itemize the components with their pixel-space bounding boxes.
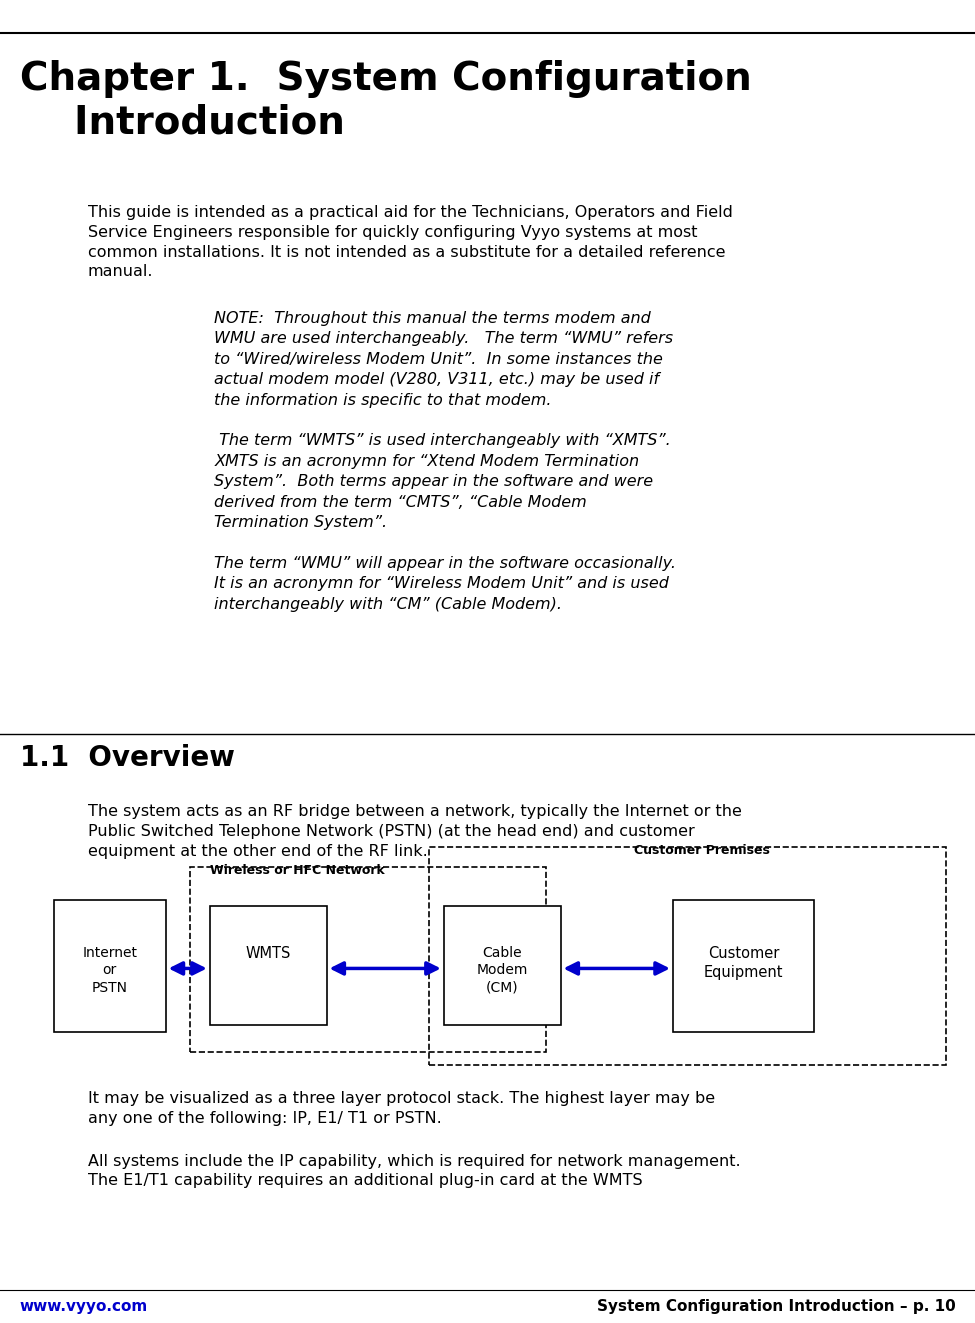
FancyBboxPatch shape	[673, 900, 814, 1032]
FancyBboxPatch shape	[444, 906, 561, 1025]
Text: Chapter 1.  System Configuration
    Introduction: Chapter 1. System Configuration Introduc…	[20, 60, 752, 142]
Text: The system acts as an RF bridge between a network, typically the Internet or the: The system acts as an RF bridge between …	[88, 804, 742, 859]
Text: Customer Premises: Customer Premises	[634, 844, 770, 857]
Text: www.vyyo.com: www.vyyo.com	[20, 1299, 148, 1314]
Text: Wireless or HFC Network: Wireless or HFC Network	[210, 864, 384, 877]
Text: System Configuration Introduction – p. 10: System Configuration Introduction – p. 1…	[597, 1299, 956, 1314]
Text: It may be visualized as a three layer protocol stack. The highest layer may be
a: It may be visualized as a three layer pr…	[88, 1091, 715, 1126]
Text: This guide is intended as a practical aid for the Technicians, Operators and Fie: This guide is intended as a practical ai…	[88, 205, 732, 279]
FancyBboxPatch shape	[54, 900, 166, 1032]
Text: Customer
Equipment: Customer Equipment	[704, 946, 783, 979]
Text: All systems include the IP capability, which is required for network management.: All systems include the IP capability, w…	[88, 1154, 740, 1188]
FancyBboxPatch shape	[210, 906, 327, 1025]
Text: NOTE:  Throughout this manual the terms modem and
WMU are used interchangeably. : NOTE: Throughout this manual the terms m…	[214, 311, 677, 611]
Text: 1.1  Overview: 1.1 Overview	[20, 744, 234, 771]
Text: Cable
Modem
(CM): Cable Modem (CM)	[477, 946, 527, 995]
Text: WMTS: WMTS	[246, 946, 291, 960]
Text: Internet
or
PSTN: Internet or PSTN	[82, 946, 137, 995]
